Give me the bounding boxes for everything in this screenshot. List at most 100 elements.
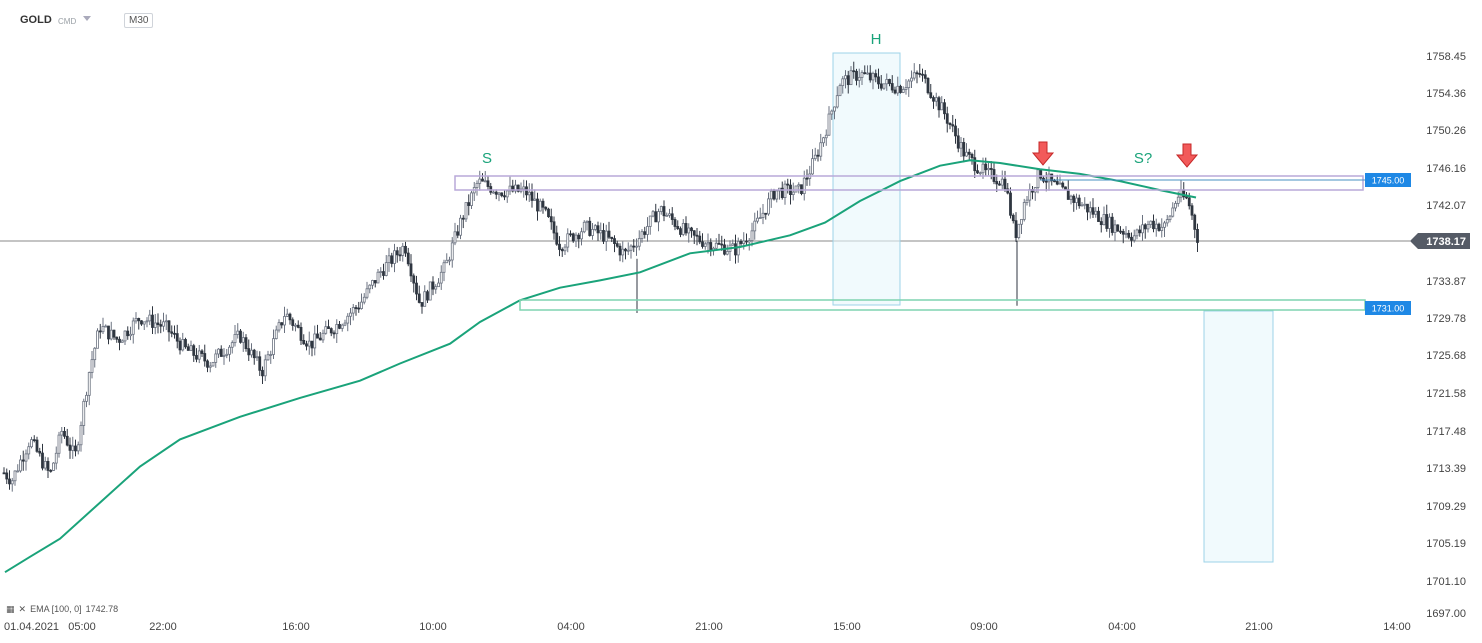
candle-body: [291, 319, 295, 326]
candle-body: [439, 271, 443, 284]
candle-body: [252, 349, 256, 359]
candle-body: [1020, 218, 1023, 225]
candle-body: [327, 326, 330, 329]
candle-body: [1143, 224, 1147, 230]
candle-body: [239, 330, 242, 343]
candle-body: [632, 245, 636, 248]
candle-body: [709, 242, 713, 252]
candle-body: [398, 254, 402, 257]
candle-body: [1187, 197, 1191, 207]
candle-body: [1003, 178, 1007, 190]
candle-body: [142, 321, 146, 325]
candle-body: [805, 177, 809, 180]
candle-body: [599, 230, 603, 234]
candle-body: [885, 79, 889, 85]
candle-body: [945, 113, 949, 124]
candle-body: [703, 243, 707, 247]
candle-body: [838, 85, 842, 97]
x-tick-label: 14:00: [1383, 621, 1411, 633]
candle-body: [646, 226, 649, 235]
candle-body: [129, 333, 132, 337]
legend-close-icon[interactable]: ✕: [18, 604, 27, 614]
candle-body: [164, 320, 168, 323]
candle-body: [1014, 220, 1018, 238]
candle-body: [1099, 221, 1103, 226]
candle-body: [725, 251, 729, 255]
candle-body: [178, 340, 182, 351]
candle-body: [574, 234, 578, 242]
candle-body: [1157, 223, 1161, 231]
candle-body: [420, 302, 424, 307]
timeframe-selector[interactable]: M30: [124, 13, 154, 28]
candle-body: [593, 225, 597, 230]
legend-settings-icon[interactable]: ▦: [6, 604, 15, 614]
candle-body: [1039, 169, 1043, 179]
candle-body: [217, 348, 220, 355]
candle-body: [811, 158, 814, 175]
candle-body: [272, 338, 275, 355]
candle-body: [692, 230, 696, 236]
candle-body: [882, 83, 886, 89]
candle-body: [571, 233, 575, 242]
candle-body: [2, 472, 6, 475]
candle-body: [109, 329, 113, 340]
candle-body: [219, 348, 223, 357]
candle-body: [230, 342, 234, 348]
candle-body: [923, 74, 927, 79]
candle-body: [266, 354, 270, 361]
candle-body: [1165, 219, 1169, 224]
y-tick-label: 1746.16: [1426, 163, 1466, 175]
candle-body: [648, 215, 652, 227]
candle-body: [1127, 232, 1131, 238]
candle-body: [607, 230, 611, 238]
candle-body: [998, 183, 1001, 186]
candle-body: [948, 122, 952, 126]
candle-body: [382, 271, 385, 276]
candle-body: [934, 97, 938, 102]
candle-body: [929, 92, 933, 98]
candle-body: [351, 307, 355, 314]
candle-body: [698, 235, 702, 243]
candle-body: [335, 324, 339, 335]
candle-body: [1141, 224, 1144, 234]
candle-body: [1017, 223, 1021, 238]
candle-body: [824, 134, 828, 139]
candle-body: [346, 315, 350, 324]
chevron-down-icon[interactable]: [83, 16, 91, 21]
symbol-label[interactable]: GOLD: [20, 14, 52, 26]
candle-body: [459, 217, 462, 236]
candle-body: [827, 113, 831, 136]
candle-body: [830, 110, 834, 115]
candle-body: [772, 190, 776, 200]
candle-body: [329, 328, 333, 334]
candle-body: [767, 198, 770, 215]
candle-body: [1066, 189, 1070, 200]
candle-body: [912, 72, 916, 79]
candle-body: [797, 184, 801, 187]
candle-body: [206, 360, 209, 368]
current-price-tag: 1738.17: [1410, 233, 1470, 249]
candle-body: [65, 435, 69, 446]
candle-body: [1193, 214, 1197, 230]
candle-body: [332, 332, 336, 335]
candle-body: [1083, 203, 1087, 206]
candle-body: [514, 184, 517, 192]
y-tick-label: 1729.78: [1426, 313, 1466, 325]
candle-body: [522, 186, 526, 190]
price-axis: 1758.45 1754.36 1750.26 1746.16 1742.07 1733.…: [1410, 51, 1470, 620]
candle-body: [321, 332, 325, 341]
candle-body: [816, 154, 820, 157]
candle-body: [1044, 180, 1048, 183]
candle-body: [486, 180, 490, 187]
candle-body: [577, 234, 581, 240]
candle-body: [1135, 229, 1139, 237]
candle-body: [175, 333, 179, 342]
candle-body: [844, 75, 847, 80]
candle-body: [412, 275, 416, 284]
candle-body: [742, 240, 746, 244]
candle-body: [1028, 189, 1032, 201]
candle-body: [126, 330, 130, 337]
candle-body: [549, 216, 553, 223]
candle-body: [296, 324, 300, 328]
